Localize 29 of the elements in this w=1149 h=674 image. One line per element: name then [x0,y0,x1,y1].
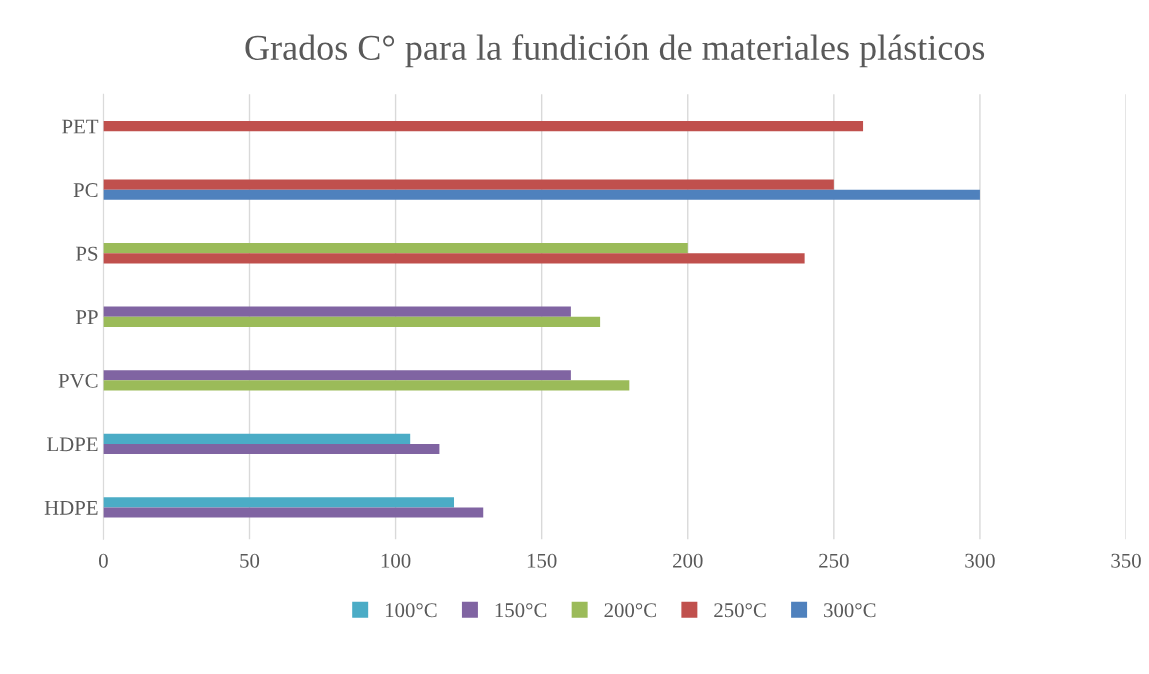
bar [103,253,805,264]
x-tick-label: 150 [527,553,557,568]
bar [103,497,455,508]
bar [103,433,411,444]
y-tick-label: PS [75,246,98,261]
legend-label: 200°C [604,603,656,618]
x-tick-label: 300 [965,553,995,568]
y-tick-label: HDPE [44,501,98,515]
y-tick-label: PVC [58,373,98,388]
bar [103,306,571,317]
x-tick-label: 200 [673,553,703,568]
y-tick-label: PC [73,183,98,198]
x-tick-label: 100 [381,553,411,568]
y-tick-label: LDPE [47,437,98,452]
legend-label: 250°C [714,603,766,618]
x-tick-label: 0 [99,553,108,568]
y-tick-label: PET [62,119,99,134]
legend-label: 300°C [824,603,876,618]
bar [103,121,864,132]
y-tick-label: PP [75,310,98,325]
legend-label: 100°C [385,603,437,618]
x-tick-label: 350 [1111,553,1141,568]
bar [103,380,630,391]
legend-label: 150°C [495,603,547,618]
x-tick-label: 50 [240,553,260,568]
x-tick-label: 250 [819,553,849,568]
bar [103,189,980,200]
chart-title: Grados C° para la fundición de materiales plásticos [245,34,985,68]
bar [103,507,484,518]
